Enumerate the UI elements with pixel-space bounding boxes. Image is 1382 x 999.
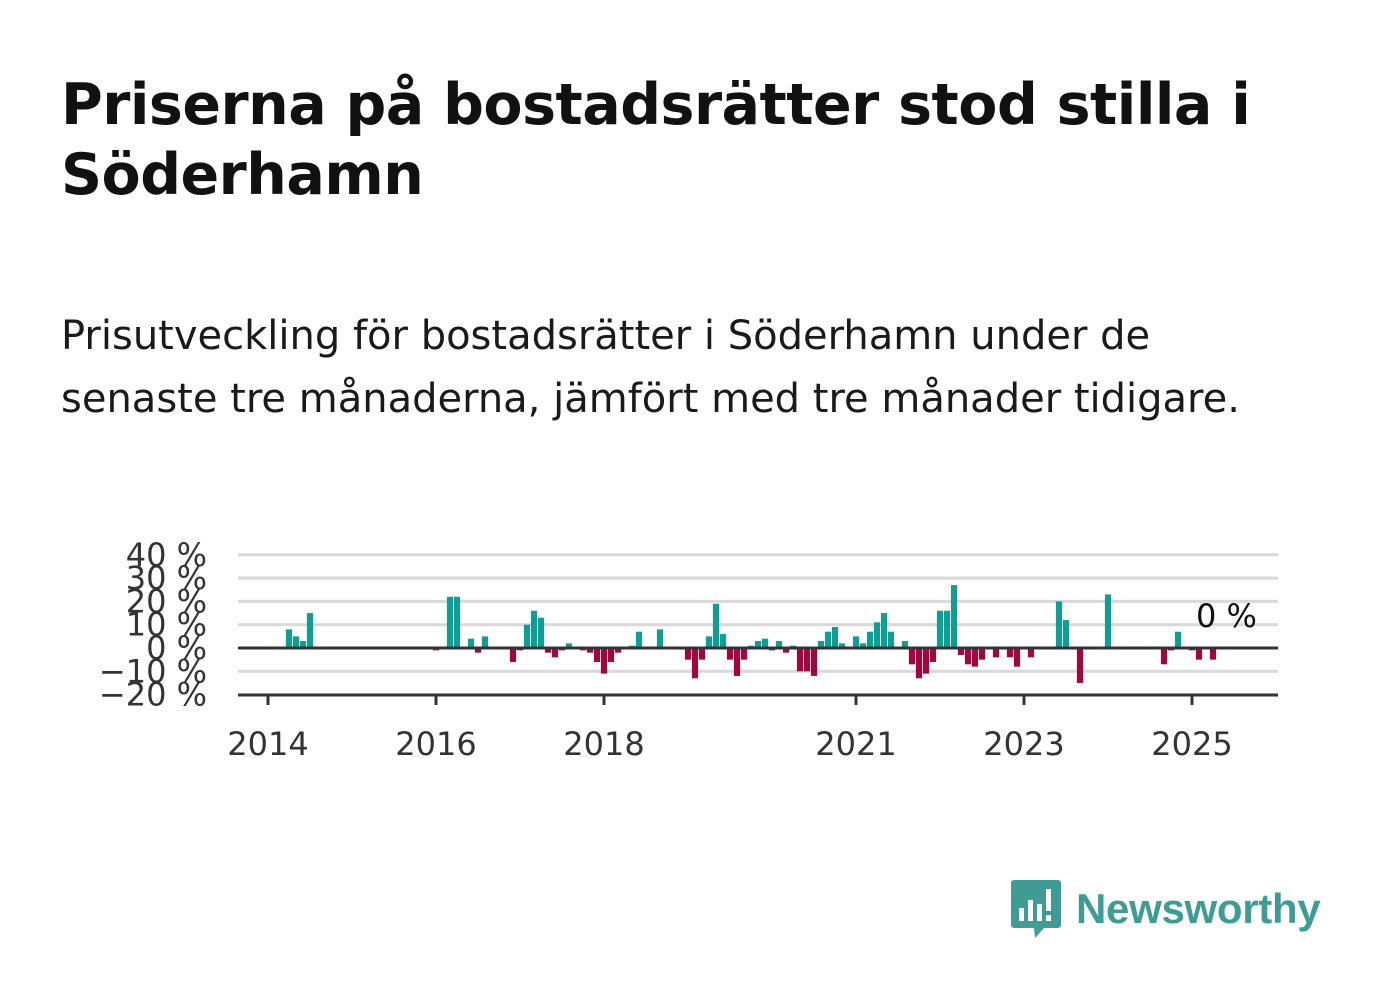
bar [509, 648, 517, 662]
bar [817, 641, 825, 648]
newsworthy-logo: Newsworthy [1010, 878, 1321, 940]
y-tick-label: 20 % [126, 582, 207, 620]
bar [733, 648, 741, 676]
bar [698, 648, 706, 660]
bar [446, 596, 454, 648]
bar [726, 648, 734, 660]
newsworthy-wordmark: Newsworthy [1076, 885, 1321, 932]
bar [936, 610, 944, 648]
bar [1013, 648, 1021, 667]
y-axis-tick-labels: −20 %−10 %0 %10 %20 %30 %40 % [99, 536, 207, 714]
bar [705, 636, 713, 648]
bar [523, 624, 531, 648]
bar [978, 648, 986, 660]
bar [586, 648, 594, 653]
bar [306, 613, 314, 648]
bar [915, 648, 923, 679]
y-tick-label: 0 % [146, 629, 207, 667]
bar [803, 648, 811, 672]
bar [1195, 648, 1203, 660]
bar [824, 631, 832, 648]
bar [551, 648, 559, 658]
bar [754, 641, 762, 648]
bar [880, 613, 888, 648]
axes [238, 646, 1278, 705]
bar [292, 636, 300, 648]
bar [740, 648, 748, 660]
x-tick-label: 2023 [983, 725, 1064, 763]
y-tick-label: 40 % [126, 536, 207, 574]
bar [481, 636, 489, 648]
x-tick-label: 2016 [395, 725, 476, 763]
bar [761, 638, 769, 648]
bars [285, 585, 1217, 683]
x-tick-label: 2014 [227, 725, 308, 763]
bar [1104, 594, 1112, 648]
y-tick-label: 30 % [126, 559, 207, 597]
bar [635, 631, 643, 648]
bar [474, 648, 482, 653]
bar [544, 648, 552, 653]
bar [467, 638, 475, 648]
bar [859, 643, 867, 648]
bar [950, 585, 958, 648]
page-subtitle: Prisutveckling för bostadsrätter i Söder… [61, 313, 1240, 422]
bar [1055, 601, 1063, 648]
bar [992, 648, 1000, 658]
x-tick-label: 2025 [1151, 725, 1232, 763]
bar [796, 648, 804, 672]
bar [684, 648, 692, 660]
bar [873, 622, 881, 648]
bar [1160, 648, 1168, 665]
bar [866, 631, 874, 648]
bar [971, 648, 979, 667]
bar [929, 648, 937, 662]
bar [838, 643, 846, 648]
bar [1174, 631, 1182, 648]
bar [1209, 648, 1217, 660]
bar [565, 643, 573, 648]
bar [719, 634, 727, 648]
bar [1076, 648, 1084, 683]
bar [943, 610, 951, 648]
bar [1027, 648, 1035, 658]
x-tick-label: 2018 [563, 725, 644, 763]
bar [285, 629, 293, 648]
bar [908, 648, 916, 665]
bar [537, 617, 545, 648]
page-title: Priserna på bostadsrätter stod stilla i … [61, 72, 1251, 208]
bar [299, 641, 307, 648]
bar [656, 629, 664, 648]
bar [964, 648, 972, 665]
y-tick-label: −20 % [99, 676, 207, 714]
bar [614, 648, 622, 653]
bar [1006, 648, 1014, 658]
newsworthy-chart-bubble-icon [1011, 880, 1061, 938]
price-change-bar-chart: −20 %−10 %0 %10 %20 %30 %40 % 2014 2016 20… [99, 536, 1278, 763]
bar [957, 648, 965, 655]
bar [691, 648, 699, 679]
bar [887, 631, 895, 648]
x-axis-tick-labels: 2014 2016 2018 2021 2023 2025 [227, 725, 1232, 763]
bar [775, 641, 783, 648]
bar [530, 610, 538, 648]
bar [782, 648, 790, 653]
bar [831, 627, 839, 648]
bar [1062, 620, 1070, 648]
y-tick-label: −10 % [99, 652, 207, 690]
x-tick-label: 2021 [815, 725, 896, 763]
bar [453, 596, 461, 648]
y-tick-label: 10 % [126, 606, 207, 644]
bar [593, 648, 601, 662]
bar [607, 648, 615, 662]
last-value-label: 0 % [1196, 597, 1257, 635]
grid-lines [238, 553, 1278, 673]
bar [922, 648, 930, 674]
bar [712, 603, 720, 648]
bar [600, 648, 608, 674]
bar [901, 641, 909, 648]
bar [852, 636, 860, 648]
bar [810, 648, 818, 676]
